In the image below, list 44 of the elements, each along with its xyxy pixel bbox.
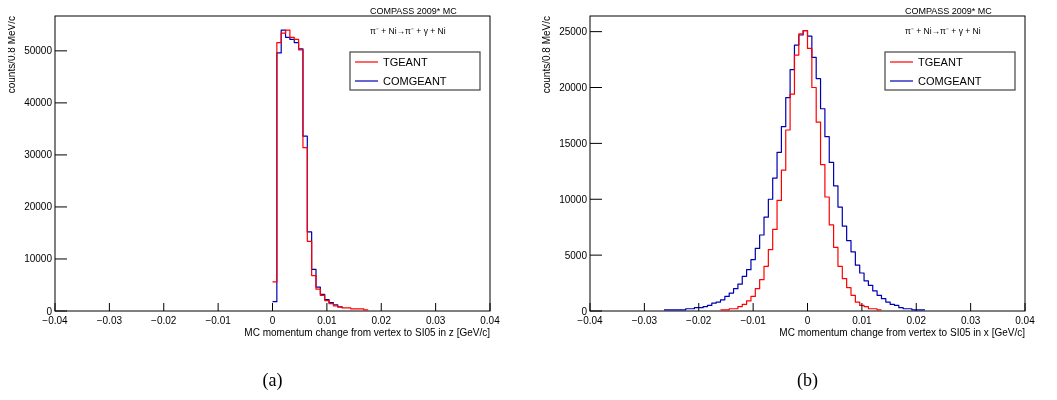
legend-label: COMGEANT [383,75,447,87]
y-tick-label: 10000 [24,253,53,265]
y-tick-label: 20000 [24,201,53,213]
legend-label: TGEANT [918,56,963,68]
text: COMPASS 2009* MC [370,6,458,16]
y-axis-title: counts/0.8 MeV/c [541,16,552,94]
y-tick-label: 15000 [559,137,588,149]
x-tick-label: −0.03 [96,315,123,326]
text: COMPASS 2009* MC [905,6,993,16]
x-tick-label: 0.04 [1015,315,1036,326]
y-tick-label: 5000 [564,249,588,261]
x-tick-label: 0.01 [317,315,338,326]
y-tick-label: 0 [46,305,53,317]
x-axis-title: MC momentum change from vertex to SI05 in z [GeV/c] [244,327,491,338]
x-tick-label: −0.02 [686,315,712,326]
x-tick-label: 0.03 [425,315,446,326]
x-tick-label: −0.03 [631,315,658,326]
x-tick-label: 0.01 [852,315,873,326]
y-tick-label: 50000 [24,45,53,57]
annotation: π⁻ + Ni→π⁻ + γ + Ni [370,26,446,36]
y-tick-label: 25000 [559,26,588,38]
x-tick-label: 0.02 [906,315,927,326]
x-axis-title: MC momentum change from vertex to SI05 in x [GeV/c] [779,327,1026,338]
y-axis-title: counts/0.8 MeV/c [6,16,17,94]
text: (b) [797,370,818,391]
x-tick-label: 0 [269,315,276,326]
text: (a) [262,370,283,391]
x-tick-label: 0 [804,315,811,326]
x-tick-label: −0.04 [577,315,604,326]
x-tick-label: −0.02 [151,315,177,326]
y-tick-label: 40000 [24,97,53,109]
legend-label: TGEANT [383,56,428,68]
x-tick-label: 0.04 [480,315,501,326]
x-tick-label: 0.02 [371,315,392,326]
y-tick-label: 10000 [559,193,588,205]
x-tick-label: −0.04 [42,315,69,326]
x-tick-label: 0.03 [960,315,981,326]
y-tick-label: 20000 [559,82,588,94]
x-tick-label: −0.01 [205,315,232,326]
legend-label: COMGEANT [918,75,982,87]
annotation: π⁻ + Ni→π⁻ + γ + Ni [905,26,981,36]
y-tick-label: 0 [581,305,588,317]
y-tick-label: 30000 [24,149,53,161]
x-tick-label: −0.01 [740,315,767,326]
